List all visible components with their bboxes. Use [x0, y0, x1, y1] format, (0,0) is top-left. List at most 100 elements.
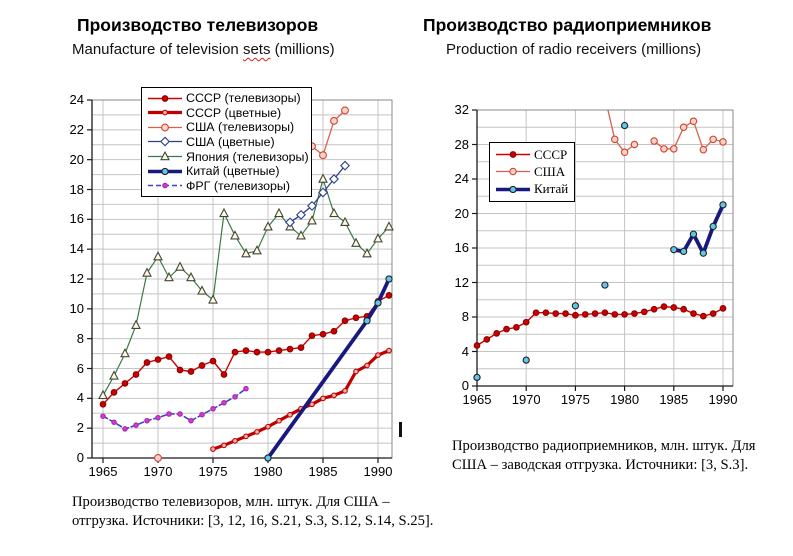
data-point-marker — [143, 359, 151, 366]
data-point-marker — [329, 207, 339, 218]
data-point-marker — [230, 230, 240, 240]
legend-item: США (телевизоры) — [147, 120, 306, 134]
left-chart-subtitle-pre: Manufacture of television — [72, 41, 243, 58]
y-tick-label: 24 — [454, 171, 469, 186]
data-point-marker — [188, 417, 194, 424]
x-tick-label: 1970 — [143, 464, 173, 479]
data-point-marker — [689, 117, 698, 125]
data-point-marker — [187, 368, 195, 375]
y-tick-label: 28 — [454, 136, 469, 152]
data-point-marker — [263, 221, 273, 231]
data-point-marker — [121, 380, 129, 387]
data-point-marker — [709, 135, 717, 144]
data-point-marker — [318, 187, 328, 198]
series-marker-icon — [148, 136, 182, 147]
data-point-marker — [522, 356, 530, 364]
data-point-marker — [221, 442, 227, 449]
data-point-marker — [166, 411, 172, 417]
y-tick-label: 2 — [76, 420, 84, 436]
data-point-marker — [162, 109, 168, 116]
legend-item: Япония (телевизоры) — [147, 150, 309, 164]
data-point-marker — [601, 281, 609, 289]
data-point-marker — [98, 389, 108, 400]
y-tick-label: 8 — [461, 309, 469, 324]
series-marker-icon — [496, 168, 530, 176]
legend-item-label: СССР (телевизоры) — [186, 91, 301, 106]
data-point-marker — [165, 353, 173, 360]
x-tick-label: 1970 — [511, 392, 541, 407]
data-point-marker — [352, 314, 360, 322]
data-point-marker — [122, 426, 128, 432]
series-marker-icon — [148, 182, 182, 189]
data-point-marker — [131, 319, 141, 329]
data-point-marker — [154, 454, 162, 462]
data-point-marker — [341, 317, 349, 325]
data-point-marker — [689, 230, 698, 238]
data-point-marker — [473, 342, 481, 349]
data-point-marker — [231, 348, 239, 356]
legend-item-label: США (телевизоры) — [186, 120, 295, 135]
data-point-marker — [155, 414, 161, 421]
y-tick-label: 4 — [461, 343, 469, 359]
data-point-marker — [319, 330, 327, 338]
data-point-marker — [307, 215, 317, 225]
data-point-marker — [197, 285, 207, 295]
data-point-marker — [709, 310, 717, 317]
y-tick-label: 6 — [76, 360, 84, 376]
legend-item: США — [495, 164, 569, 180]
legend-item: СССР (цветные) — [147, 106, 306, 120]
series-marker-icon — [148, 123, 182, 132]
series-left-7 — [264, 275, 393, 462]
data-point-marker — [620, 148, 629, 157]
data-point-marker — [210, 446, 216, 452]
legend-item: СССР — [495, 147, 569, 163]
data-point-marker — [353, 368, 359, 375]
left-chart-subtitle-spellcheck-word: sets — [242, 41, 271, 58]
data-point-marker — [483, 336, 491, 343]
data-point-marker — [351, 237, 361, 247]
data-point-marker — [264, 454, 272, 462]
data-point-marker — [142, 267, 152, 277]
data-point-marker — [650, 305, 658, 313]
data-point-marker — [386, 347, 392, 354]
data-point-marker — [719, 138, 727, 146]
data-point-marker — [286, 345, 294, 353]
legend-item: СССР (телевизоры) — [147, 91, 306, 105]
data-point-marker — [232, 437, 238, 444]
y-tick-label: 24 — [69, 92, 84, 107]
series-marker-icon — [496, 151, 530, 159]
data-point-marker — [552, 310, 560, 317]
data-point-marker — [164, 271, 174, 282]
data-point-marker — [161, 94, 169, 102]
data-point-marker — [154, 356, 162, 363]
y-tick-label: 20 — [69, 151, 84, 167]
data-point-marker — [509, 185, 517, 193]
series-right-2 — [473, 303, 727, 349]
data-point-marker — [275, 347, 283, 354]
series-marker-icon — [148, 167, 182, 175]
data-point-marker — [199, 411, 205, 418]
y-tick-label: 0 — [461, 378, 469, 393]
data-point-marker — [373, 233, 383, 243]
y-tick-label: 4 — [76, 390, 84, 406]
data-point-marker — [670, 246, 678, 254]
data-point-marker — [640, 308, 648, 316]
data-point-marker — [308, 332, 316, 340]
data-point-marker — [699, 312, 707, 320]
series-left-1 — [98, 173, 394, 400]
data-point-marker — [340, 216, 350, 227]
data-point-marker — [99, 400, 107, 408]
data-point-marker — [591, 310, 599, 317]
y-tick-label: 14 — [69, 241, 84, 257]
data-point-marker — [133, 422, 139, 428]
x-tick-label: 1990 — [363, 464, 393, 479]
data-point-marker — [198, 362, 206, 369]
x-tick-label: 1985 — [659, 392, 689, 407]
data-point-marker — [341, 106, 349, 115]
data-point-marker — [331, 392, 337, 399]
data-point-marker — [719, 201, 727, 209]
data-point-marker — [243, 433, 249, 440]
data-point-marker — [581, 311, 589, 318]
data-point-marker — [611, 311, 619, 318]
